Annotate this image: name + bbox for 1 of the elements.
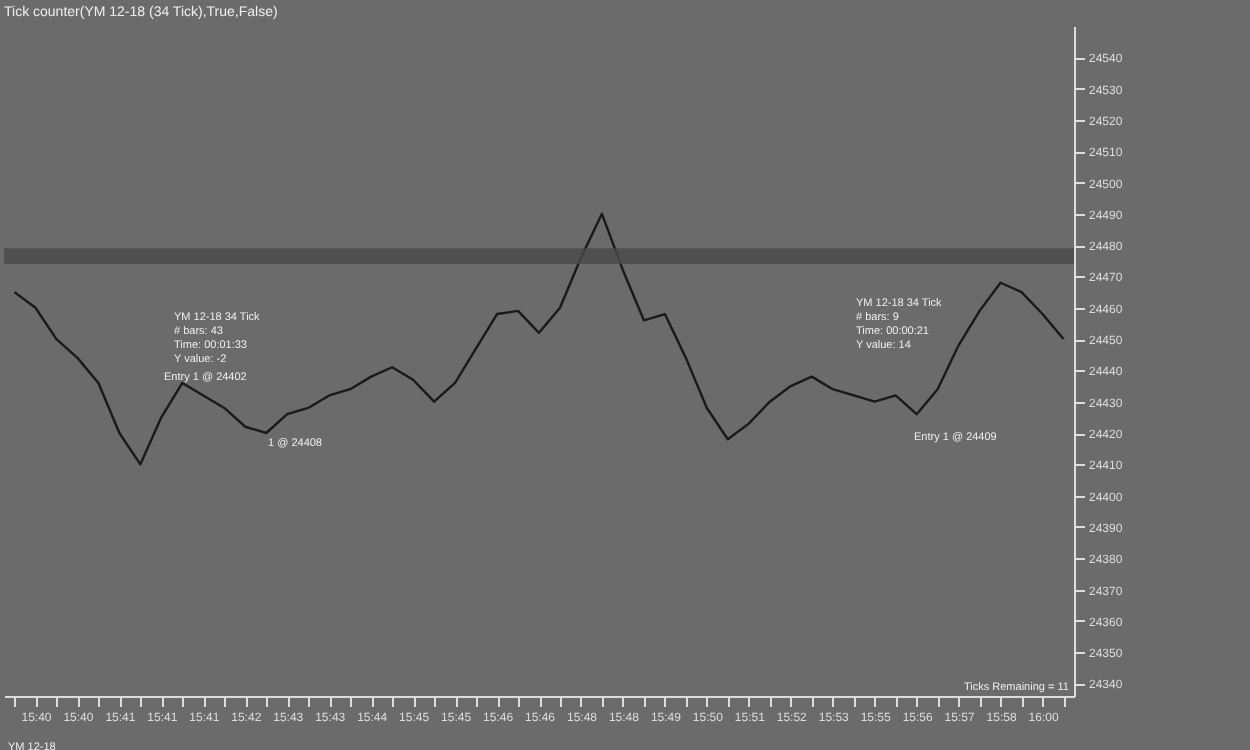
line-series	[13, 212, 1065, 466]
